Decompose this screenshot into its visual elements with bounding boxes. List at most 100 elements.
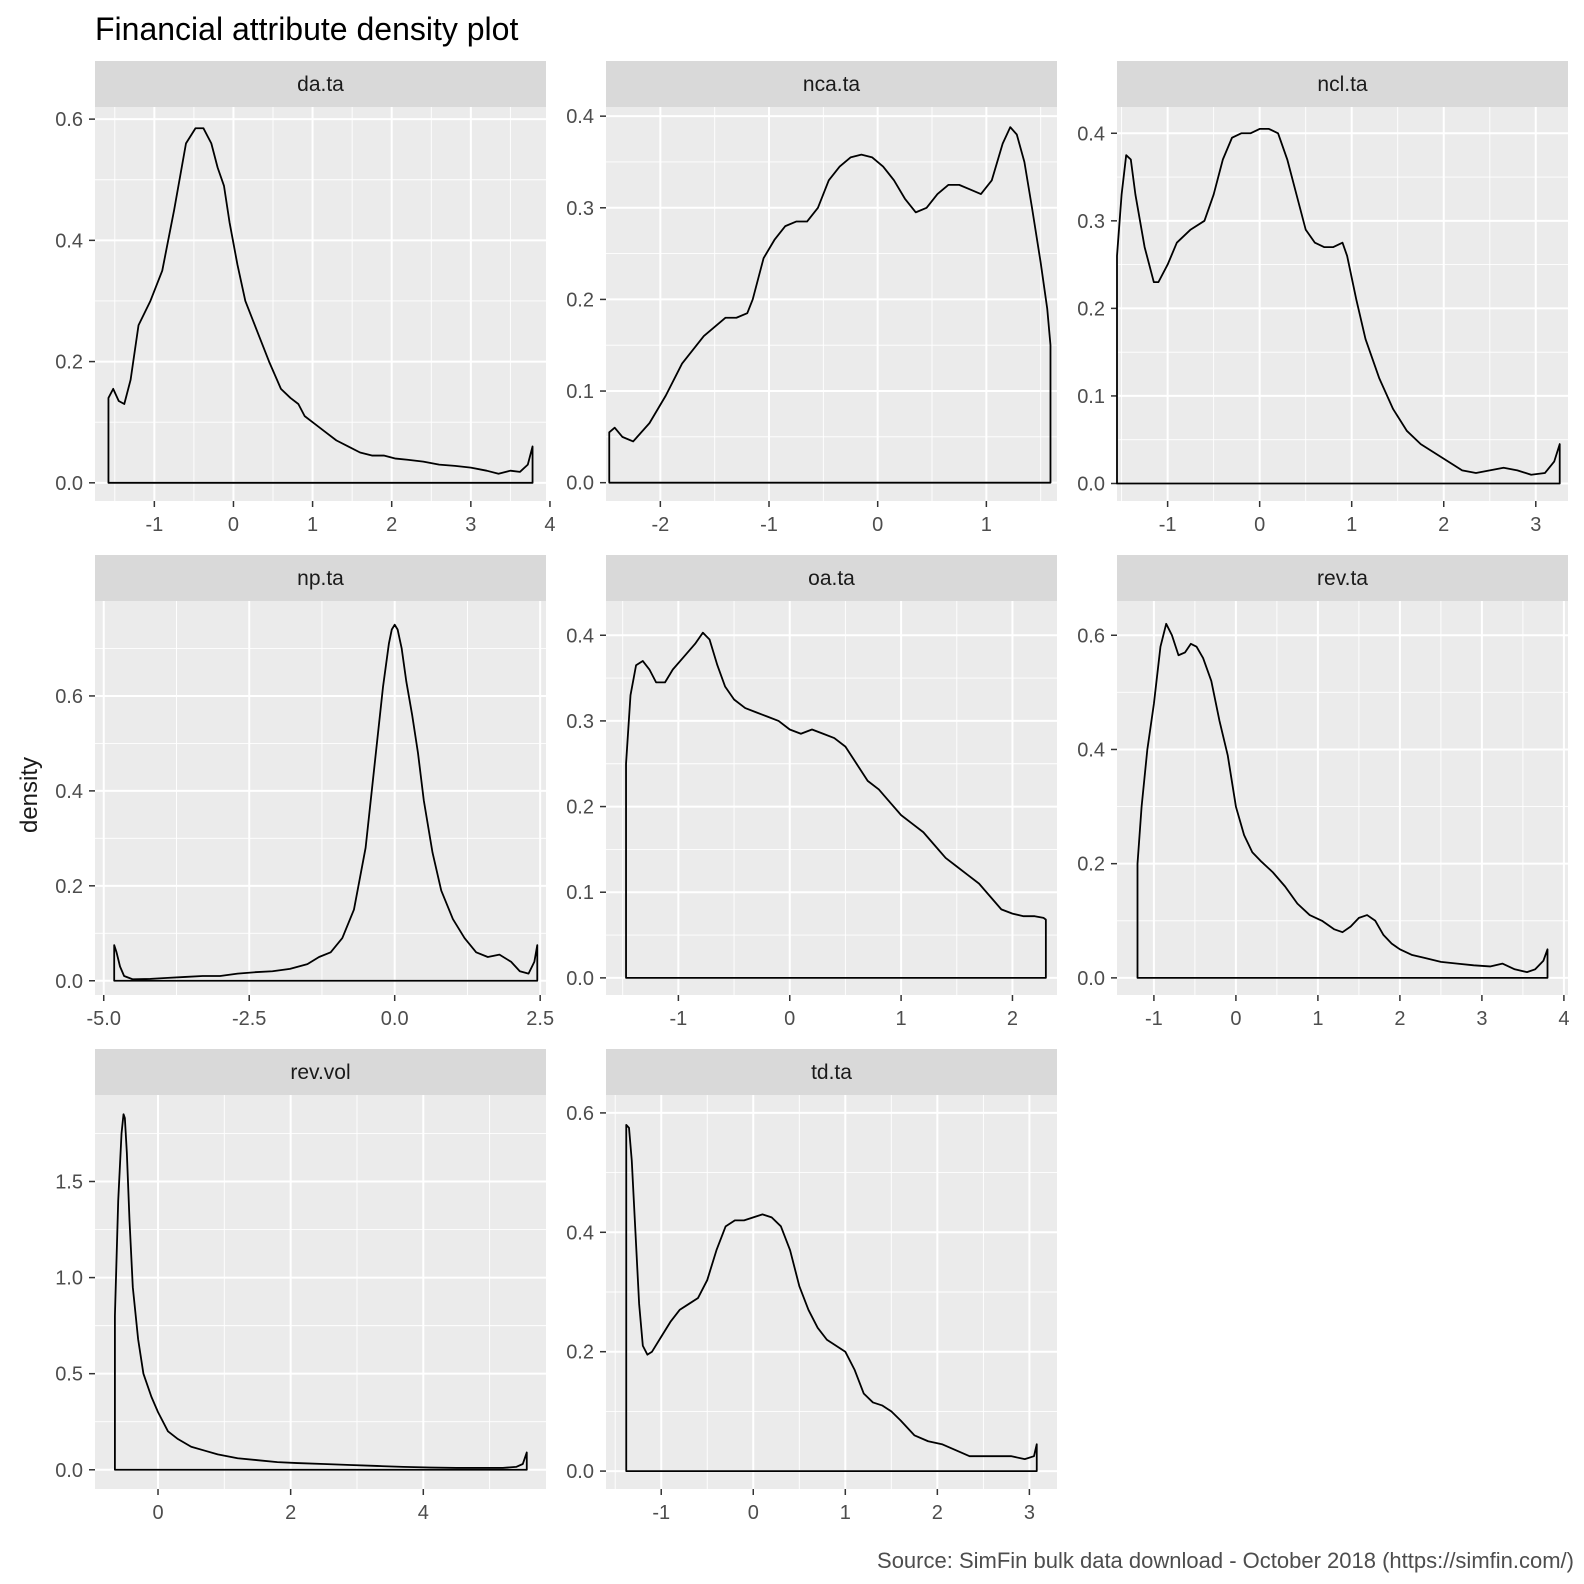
strip-label: ncl.ta [1317, 73, 1368, 96]
x-tick-label: -2 [651, 514, 669, 536]
x-tick-label: 2 [1007, 1008, 1018, 1030]
x-tick-label: 0 [1230, 1008, 1241, 1030]
density-curve [1136, 622, 1549, 979]
panel-background [606, 107, 1057, 501]
x-tick-label: 2 [1394, 1008, 1405, 1030]
panel-background [1117, 107, 1568, 501]
x-tick-label: 1 [1346, 514, 1357, 536]
strip-label: nca.ta [803, 73, 861, 96]
strip-label: rev.vol [290, 1061, 350, 1084]
density-curve [107, 127, 534, 484]
x-tick-label: -2.5 [232, 1008, 266, 1030]
y-tick-label: 0.6 [566, 1103, 594, 1125]
y-tick-label: 0.4 [1077, 739, 1105, 761]
y-tick-label: 0.2 [1077, 298, 1105, 320]
strip-background [606, 1049, 1057, 1095]
y-axis-title: density [16, 757, 43, 833]
strip-background [1117, 555, 1568, 601]
panel-np-ta: np.ta -5.0 -2.5 0.0 2.5 0.0 0.2 0.4 0.6 [55, 555, 554, 1030]
x-tick-label: -1 [1145, 1008, 1163, 1030]
y-tick-label: 1.0 [55, 1268, 83, 1290]
y-tick-label: 0.2 [566, 289, 594, 311]
y-tick-label: 1.5 [55, 1171, 83, 1193]
y-tick-label: 0.0 [55, 473, 83, 495]
x-tick-label: 0 [1254, 514, 1265, 536]
y-tick-label: 0.0 [566, 1461, 594, 1483]
y-tick-label: 0.3 [566, 198, 594, 220]
y-tick-label: 0.3 [566, 711, 594, 733]
strip-background [95, 61, 546, 107]
x-tick-label: -1 [760, 514, 778, 536]
y-tick-label: 0.6 [1077, 625, 1105, 647]
facet-panels: da.ta -1 0 1 2 3 4 0.0 0.2 0.4 0.6 nca.ta -2 -1 0 1 0.0 0… [55, 61, 1569, 1524]
y-tick-label: 0.4 [1077, 123, 1105, 145]
density-curve [113, 623, 539, 982]
density-curve [608, 126, 1052, 484]
y-tick-label: 0.4 [55, 230, 83, 252]
panel-background [1117, 601, 1568, 995]
x-tick-label: 1 [307, 514, 318, 536]
x-tick-label: 2 [932, 1502, 943, 1524]
panel-background [606, 601, 1057, 995]
panel-da-ta: da.ta -1 0 1 2 3 4 0.0 0.2 0.4 0.6 [55, 61, 556, 536]
x-tick-label: 1 [1312, 1008, 1323, 1030]
y-tick-label: 0.3 [1077, 211, 1105, 233]
y-tick-label: 0.0 [55, 1460, 83, 1482]
x-tick-label: 0 [872, 514, 883, 536]
x-tick-label: 4 [418, 1502, 429, 1524]
strip-background [606, 555, 1057, 601]
y-tick-label: 0.2 [55, 876, 83, 898]
strip-label: oa.ta [808, 567, 855, 590]
strip-label: np.ta [297, 567, 344, 590]
x-tick-label: 0 [784, 1008, 795, 1030]
strip-background [606, 61, 1057, 107]
x-tick-label: 1 [896, 1008, 907, 1030]
y-tick-label: 0.4 [566, 1222, 594, 1244]
y-tick-label: 0.5 [55, 1364, 83, 1386]
y-tick-label: 0.1 [566, 882, 594, 904]
x-tick-label: 0 [152, 1502, 163, 1524]
y-tick-label: 0.0 [566, 968, 594, 990]
panel-ncl-ta: ncl.ta -1 0 1 2 3 0.0 0.1 0.2 0.3 0.4 [1077, 61, 1568, 536]
y-tick-label: 0.4 [566, 106, 594, 128]
panel-oa-ta: oa.ta -1 0 1 2 0.0 0.1 0.2 0.3 0.4 [566, 555, 1057, 1030]
strip-label: td.ta [811, 1061, 852, 1084]
y-tick-label: 0.2 [566, 797, 594, 819]
strip-background [1117, 61, 1568, 107]
y-tick-label: 0.6 [55, 109, 83, 131]
y-tick-label: 0.2 [566, 1342, 594, 1364]
x-tick-label: 3 [465, 514, 476, 536]
y-tick-label: 0.6 [55, 686, 83, 708]
panel-rev-vol: rev.vol 0 2 4 0.0 0.5 1.0 1.5 [55, 1049, 546, 1524]
chart-caption: Source: SimFin bulk data download - Octo… [877, 1548, 1574, 1573]
y-tick-label: 0.1 [1077, 386, 1105, 408]
x-tick-label: 2 [285, 1502, 296, 1524]
panel-nca-ta: nca.ta -2 -1 0 1 0.0 0.1 0.2 0.3 0.4 [566, 61, 1057, 536]
x-tick-label: 2 [1438, 514, 1449, 536]
y-tick-label: 0.0 [566, 473, 594, 495]
y-tick-label: 0.4 [566, 625, 594, 647]
x-tick-label: 0.0 [381, 1008, 409, 1030]
panel-td-ta: td.ta -1 0 1 2 3 0.0 0.2 0.4 0.6 [566, 1049, 1057, 1524]
x-tick-label: 4 [544, 514, 555, 536]
y-tick-label: 0.4 [55, 781, 83, 803]
x-tick-label: 3 [1530, 514, 1541, 536]
x-tick-label: 3 [1476, 1008, 1487, 1030]
strip-background [95, 1049, 546, 1095]
density-curve [625, 631, 1047, 979]
strip-label: da.ta [297, 73, 344, 96]
x-tick-label: -1 [652, 1502, 670, 1524]
x-tick-label: 1 [840, 1502, 851, 1524]
strip-label: rev.ta [1317, 567, 1368, 590]
strip-background [95, 555, 546, 601]
panel-background [95, 601, 546, 995]
panel-background [95, 1095, 546, 1489]
x-tick-label: 2 [386, 514, 397, 536]
x-tick-label: 2.5 [526, 1008, 554, 1030]
x-tick-label: 4 [1558, 1008, 1569, 1030]
y-tick-label: 0.1 [566, 381, 594, 403]
x-tick-label: -1 [1159, 514, 1177, 536]
y-tick-label: 0.0 [1077, 968, 1105, 990]
density-curve [1116, 127, 1561, 485]
